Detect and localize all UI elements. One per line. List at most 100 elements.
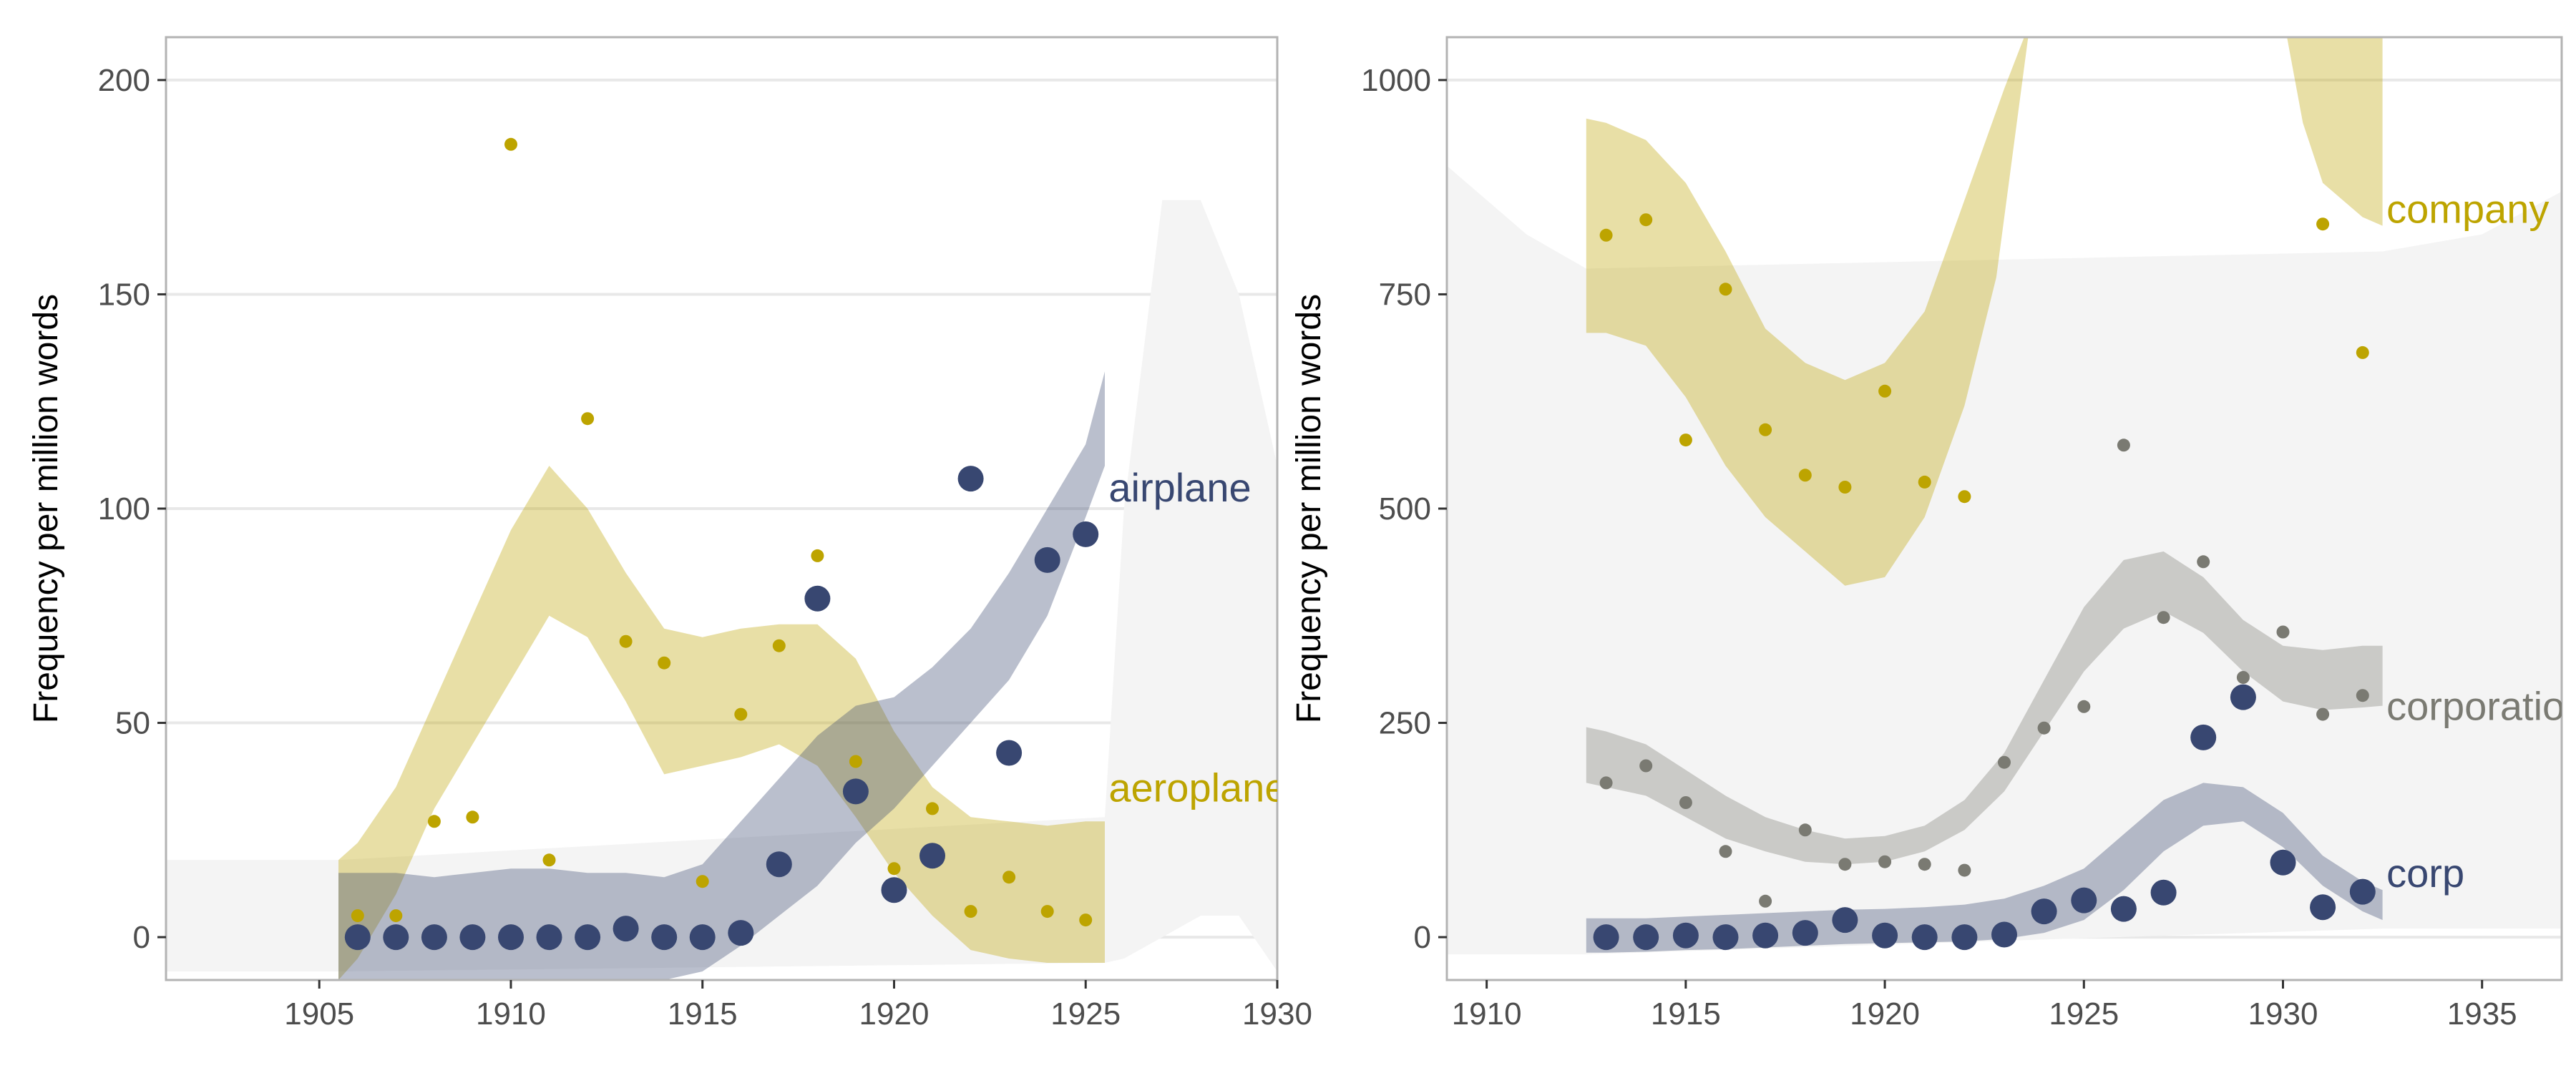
data-point-corporation xyxy=(1918,858,1931,871)
data-point-company xyxy=(1639,213,1653,227)
data-point-corporation xyxy=(2316,707,2330,721)
data-point-corp xyxy=(1991,921,2017,948)
data-point-corp xyxy=(1911,924,1938,951)
data-point-corporation xyxy=(1838,858,1852,871)
y-tick-label: 100 xyxy=(98,491,150,526)
data-point-aeroplane xyxy=(887,862,901,876)
data-point-airplane xyxy=(344,924,371,951)
data-point-airplane xyxy=(766,851,792,878)
data-point-airplane xyxy=(498,924,524,951)
data-point-airplane xyxy=(881,877,907,903)
chart-panel-2: 0 250 500 750 1000 1910 1915 1920 1925 1930 1935 Fr… xyxy=(1290,36,2565,1032)
data-point-corp xyxy=(1832,907,1858,934)
plot-area xyxy=(166,137,1277,980)
data-point-corp xyxy=(2150,879,2177,906)
data-point-corporation xyxy=(1998,755,2011,769)
data-point-corp xyxy=(1792,920,1818,946)
data-point-corp xyxy=(1593,924,1619,951)
data-point-aeroplane xyxy=(389,909,403,923)
series-label-corp: corp xyxy=(2386,851,2464,896)
data-point-corporation xyxy=(1878,855,1892,868)
data-point-company xyxy=(1599,228,1613,242)
data-point-airplane xyxy=(421,924,447,951)
y-tick-label: 750 xyxy=(1379,277,1431,312)
data-point-aeroplane xyxy=(772,639,786,652)
y-tick-label: 500 xyxy=(1379,491,1431,526)
data-point-airplane xyxy=(728,920,754,946)
data-point-aeroplane xyxy=(811,549,824,562)
data-point-airplane xyxy=(651,924,678,951)
series-label-airplane: airplane xyxy=(1108,465,1251,510)
data-point-corporation xyxy=(1639,759,1653,773)
data-point-airplane xyxy=(459,924,486,951)
x-tick-label: 1915 xyxy=(1651,996,1721,1032)
y-tick-label: 200 xyxy=(98,63,150,98)
data-point-aeroplane xyxy=(964,905,977,918)
data-point-corporation xyxy=(2356,689,2369,702)
data-point-corporation xyxy=(2197,555,2210,569)
plot-area xyxy=(1447,37,2562,955)
x-tick-label: 1930 xyxy=(1242,996,1312,1032)
data-point-aeroplane xyxy=(619,635,633,648)
series-label-corporation: corporatio xyxy=(2386,684,2565,729)
data-point-corp xyxy=(1633,924,1659,951)
data-point-corporation xyxy=(1679,796,1692,809)
data-point-corp xyxy=(2230,684,2256,710)
data-point-corp xyxy=(2270,849,2296,876)
x-tick-label: 1915 xyxy=(668,996,738,1032)
data-point-aeroplane xyxy=(542,853,556,867)
x-tick-label: 1920 xyxy=(859,996,930,1032)
data-point-airplane xyxy=(1073,521,1099,547)
data-point-corp xyxy=(1672,922,1699,949)
confidence-band-aeroplane xyxy=(338,466,1105,980)
data-point-corp xyxy=(2110,896,2137,922)
data-point-corporation xyxy=(1599,776,1613,790)
data-point-corporation xyxy=(1798,823,1812,837)
data-point-corporation xyxy=(2077,700,2091,713)
data-point-corporation xyxy=(2236,671,2250,684)
y-tick-label: 250 xyxy=(1379,706,1431,741)
y-axis-title: Frequency per million words xyxy=(1290,294,1328,723)
data-point-airplane xyxy=(689,924,716,951)
data-point-aeroplane xyxy=(734,707,748,721)
data-point-corp xyxy=(2349,878,2376,905)
data-point-aeroplane xyxy=(1079,913,1093,927)
data-point-corporation xyxy=(1759,894,1772,908)
data-point-company xyxy=(2316,217,2330,231)
data-point-aeroplane xyxy=(849,755,862,768)
data-point-company xyxy=(1838,481,1852,494)
y-axis-title: Frequency per million words xyxy=(27,294,65,723)
confidence-band-airplane xyxy=(338,371,1105,980)
data-point-corp xyxy=(2031,898,2057,925)
data-point-company xyxy=(1719,283,1732,296)
data-point-aeroplane xyxy=(658,656,671,670)
y-tick-label: 0 xyxy=(133,920,150,955)
data-point-corp xyxy=(2190,724,2217,750)
data-point-airplane xyxy=(804,585,831,612)
data-point-company xyxy=(1798,469,1812,482)
data-point-corporation xyxy=(1958,863,1971,877)
x-tick-label: 1905 xyxy=(284,996,354,1032)
data-point-aeroplane xyxy=(351,909,364,923)
confidence-band-corp xyxy=(1586,783,2383,953)
data-point-company xyxy=(1958,490,1971,504)
data-point-corporation xyxy=(2117,438,2130,452)
y-tick-label: 150 xyxy=(98,277,150,312)
x-tick-label: 1925 xyxy=(1050,996,1121,1032)
data-point-airplane xyxy=(919,843,945,869)
data-point-corp xyxy=(2071,887,2097,913)
data-point-airplane xyxy=(536,924,562,951)
confidence-band-company xyxy=(1586,37,2029,586)
data-point-company xyxy=(1679,433,1692,447)
data-point-airplane xyxy=(1034,547,1060,573)
data-point-airplane xyxy=(842,778,869,805)
data-point-company xyxy=(1918,475,1931,489)
data-point-company xyxy=(1878,384,1892,398)
data-point-aeroplane xyxy=(696,875,709,888)
data-point-corp xyxy=(1752,922,1779,949)
x-tick-label: 1910 xyxy=(1452,996,1522,1032)
data-point-airplane xyxy=(613,916,639,942)
data-point-company xyxy=(2356,346,2369,359)
